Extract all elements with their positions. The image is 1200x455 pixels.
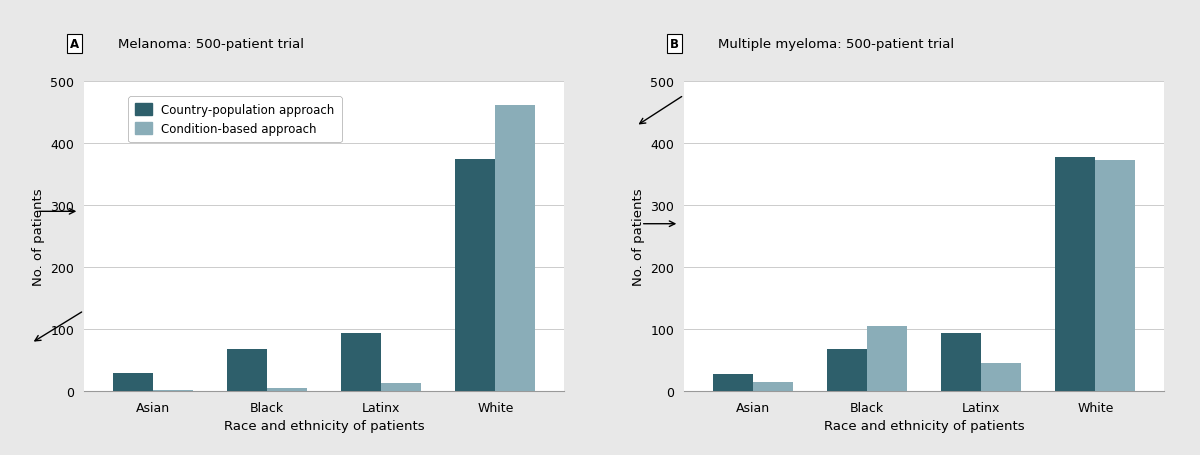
Bar — [1096, 161, 1135, 391]
Bar — [1056, 157, 1096, 391]
X-axis label: Race and ethnicity of patients: Race and ethnicity of patients — [223, 420, 425, 433]
Bar — [713, 374, 752, 391]
Y-axis label: No. of patients: No. of patients — [31, 188, 44, 285]
Bar — [227, 349, 266, 391]
Bar — [113, 373, 152, 391]
Bar — [266, 388, 307, 391]
Bar — [827, 349, 866, 391]
Bar — [941, 334, 982, 391]
X-axis label: Race and ethnicity of patients: Race and ethnicity of patients — [823, 420, 1025, 433]
Bar — [982, 364, 1021, 391]
Bar — [496, 106, 535, 391]
Bar — [456, 159, 496, 391]
Text: Multiple myeloma: 500-patient trial: Multiple myeloma: 500-patient trial — [718, 38, 954, 51]
Bar — [382, 383, 421, 391]
Text: A: A — [70, 38, 79, 51]
Bar — [341, 334, 382, 391]
Text: Melanoma: 500-patient trial: Melanoma: 500-patient trial — [118, 38, 304, 51]
Bar — [866, 326, 907, 391]
Bar — [152, 390, 192, 391]
Bar — [752, 382, 792, 391]
Legend: Country-population approach, Condition-based approach: Country-population approach, Condition-b… — [128, 97, 342, 143]
Text: B: B — [670, 38, 679, 51]
Y-axis label: No. of patients: No. of patients — [631, 188, 644, 285]
